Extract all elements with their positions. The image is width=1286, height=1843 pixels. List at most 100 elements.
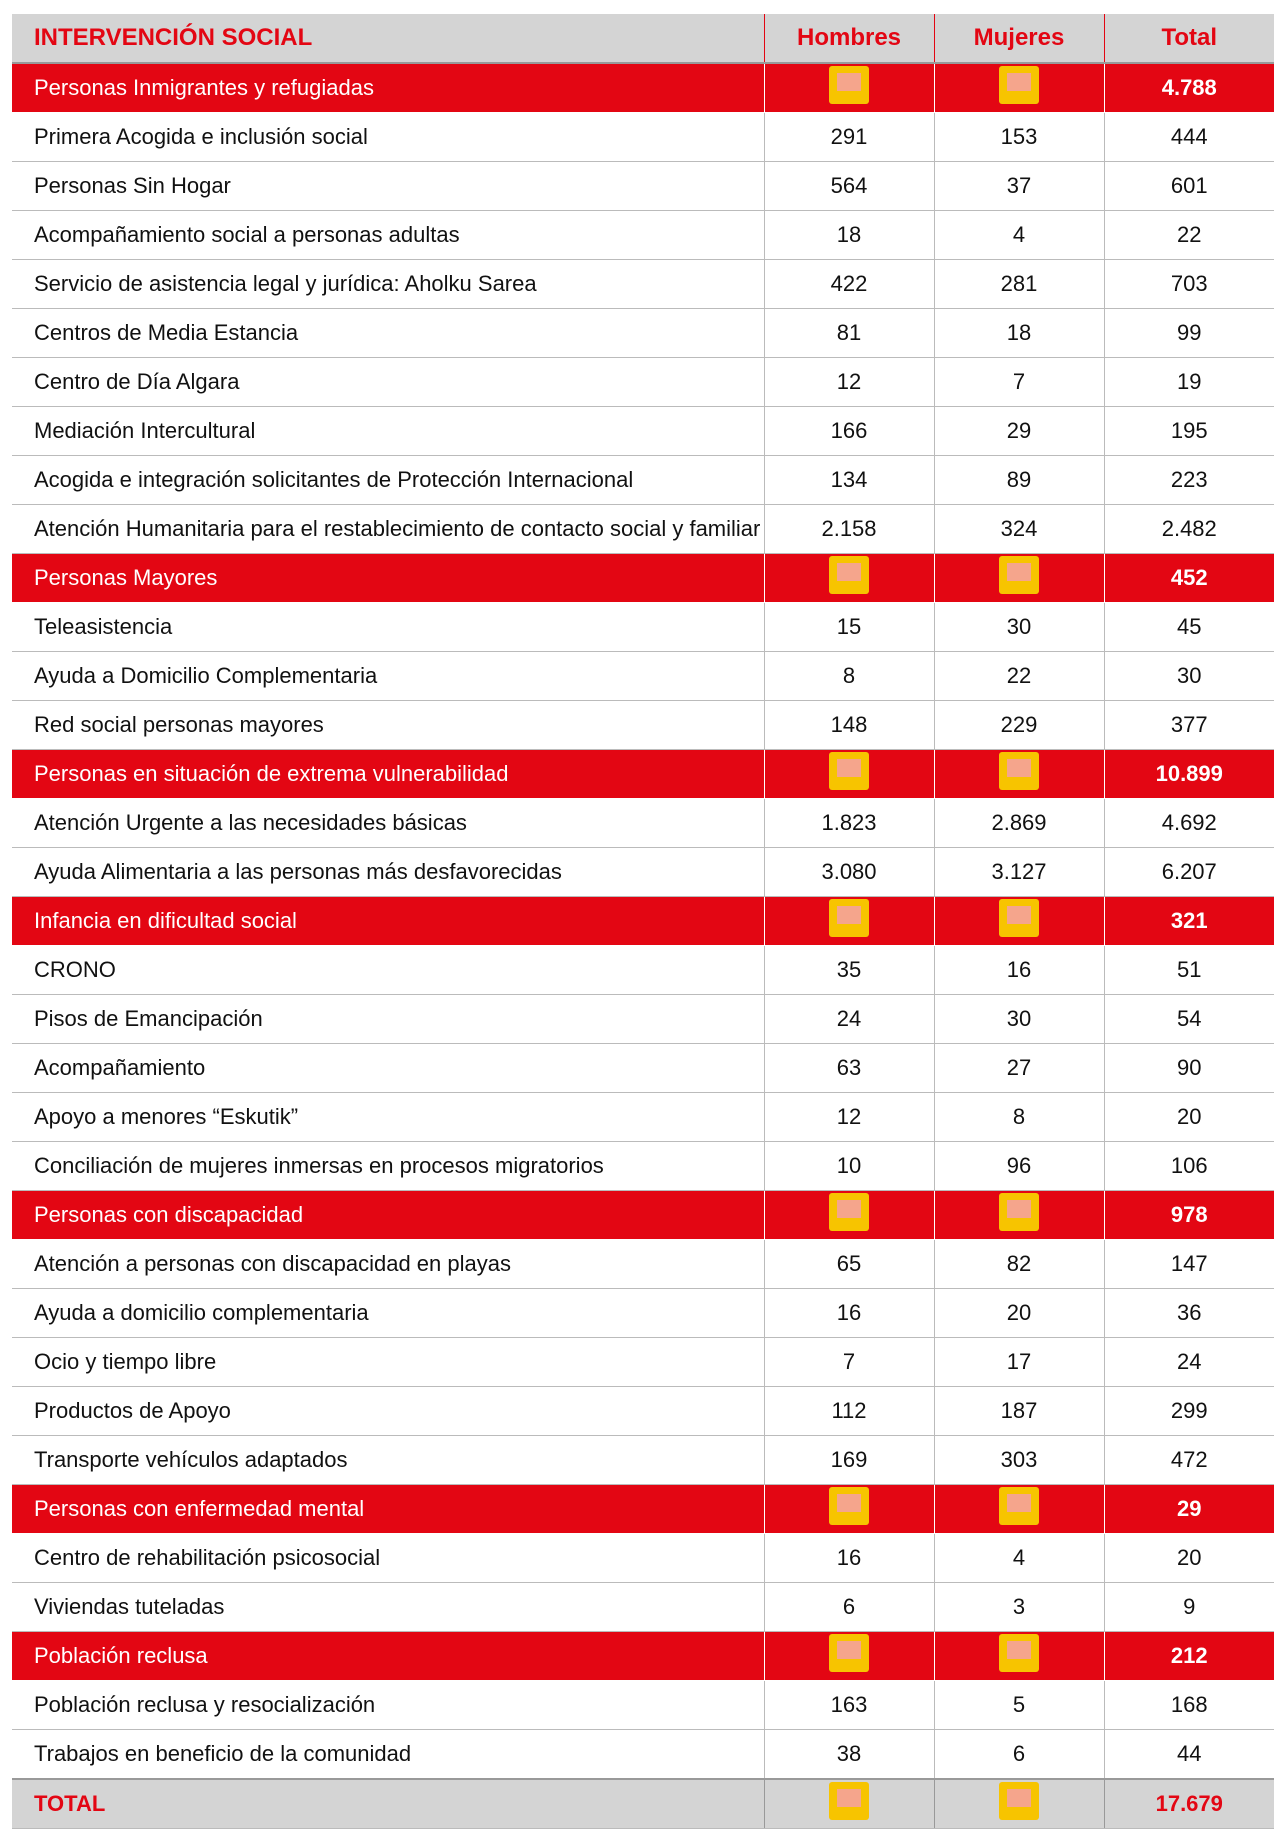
comment-icon[interactable] [999, 1634, 1039, 1672]
empty-cell [763, 896, 934, 946]
section-total: 321 [1103, 896, 1274, 946]
comment-icon[interactable] [829, 66, 869, 104]
data-row: Ayuda a domicilio complementaria 16 20 36 [12, 1288, 1274, 1338]
comment-icon[interactable] [829, 556, 869, 594]
data-row: Personas Sin Hogar 564 37 601 [12, 161, 1274, 211]
value-cell: 106 [1103, 1141, 1274, 1191]
data-row: Apoyo a menores “Eskutik” 12 8 20 [12, 1092, 1274, 1142]
comment-icon[interactable] [999, 66, 1039, 104]
comment-icon[interactable] [999, 752, 1039, 790]
value-cell: 63 [763, 1043, 934, 1093]
value-cell: 90 [1103, 1043, 1274, 1093]
value-cell: 22 [1103, 210, 1274, 260]
section-name: Población reclusa [12, 1631, 764, 1681]
data-row: Centro de Día Algara 12 7 19 [12, 357, 1274, 407]
empty-cell [763, 553, 934, 603]
value-cell: 8 [763, 651, 934, 701]
row-label: Ocio y tiempo libre [12, 1337, 764, 1387]
empty-cell [763, 63, 934, 113]
value-cell: 2.158 [763, 504, 934, 554]
value-cell: 27 [933, 1043, 1104, 1093]
data-row: Productos de Apoyo 112 187 299 [12, 1386, 1274, 1436]
comment-icon[interactable] [999, 556, 1039, 594]
value-cell: 163 [763, 1680, 934, 1730]
value-cell: 37 [933, 161, 1104, 211]
data-row: Ayuda Alimentaria a las personas más des… [12, 847, 1274, 897]
value-cell: 195 [1103, 406, 1274, 456]
column-header: Hombres [763, 14, 934, 64]
row-label: Trabajos en beneficio de la comunidad [12, 1729, 764, 1780]
header-row: INTERVENCIÓN SOCIAL Hombres Mujeres Total [12, 14, 1274, 64]
comment-icon[interactable] [829, 1782, 869, 1820]
data-row: Acogida e integración solicitantes de Pr… [12, 455, 1274, 505]
row-label: Ayuda Alimentaria a las personas más des… [12, 847, 764, 897]
empty-cell [933, 63, 1104, 113]
empty-cell [933, 1190, 1104, 1240]
comment-icon[interactable] [999, 1782, 1039, 1820]
value-cell: 8 [933, 1092, 1104, 1142]
value-cell: 20 [1103, 1533, 1274, 1583]
comment-icon[interactable] [999, 1487, 1039, 1525]
row-label: Apoyo a menores “Eskutik” [12, 1092, 764, 1142]
section-name: Personas con discapacidad [12, 1190, 764, 1240]
value-cell: 148 [763, 700, 934, 750]
value-cell: 16 [763, 1533, 934, 1583]
value-cell: 422 [763, 259, 934, 309]
value-cell: 65 [763, 1239, 934, 1289]
value-cell: 3 [933, 1582, 1104, 1632]
value-cell: 153 [933, 112, 1104, 162]
value-cell: 12 [763, 357, 934, 407]
total-value: 17.679 [1103, 1778, 1274, 1829]
value-cell: 16 [933, 945, 1104, 995]
value-cell: 4 [933, 1533, 1104, 1583]
data-row: Acompañamiento social a personas adultas… [12, 210, 1274, 260]
table-body: INTERVENCIÓN SOCIAL Hombres Mujeres Total Pe… [12, 14, 1274, 1829]
comment-icon[interactable] [829, 1193, 869, 1231]
section-total: 4.788 [1103, 63, 1274, 113]
total-label: TOTAL [12, 1778, 764, 1829]
value-cell: 18 [933, 308, 1104, 358]
comment-icon[interactable] [829, 899, 869, 937]
value-cell: 112 [763, 1386, 934, 1436]
value-cell: 168 [1103, 1680, 1274, 1730]
data-row: Atención Urgente a las necesidades básic… [12, 798, 1274, 848]
data-row: Centro de rehabilitación psicosocial 16 4 2… [12, 1533, 1274, 1583]
empty-cell [933, 1631, 1104, 1681]
data-row: Teleasistencia 15 30 45 [12, 602, 1274, 652]
comment-icon[interactable] [829, 1487, 869, 1525]
data-row: Ayuda a Domicilio Complementaria 8 22 30 [12, 651, 1274, 701]
value-cell: 291 [763, 112, 934, 162]
section-row: Personas con discapacidad 978 [12, 1190, 1274, 1240]
row-label: Centros de Media Estancia [12, 308, 764, 358]
value-cell: 2.869 [933, 798, 1104, 848]
comment-icon[interactable] [999, 1193, 1039, 1231]
value-cell: 12 [763, 1092, 934, 1142]
data-row: Acompañamiento 63 27 90 [12, 1043, 1274, 1093]
data-row: CRONO 35 16 51 [12, 945, 1274, 995]
value-cell: 19 [1103, 357, 1274, 407]
row-label: Servicio de asistencia legal y jurídica:… [12, 259, 764, 309]
row-label: Acompañamiento [12, 1043, 764, 1093]
data-row: Servicio de asistencia legal y jurídica:… [12, 259, 1274, 309]
value-cell: 6.207 [1103, 847, 1274, 897]
data-row: Centros de Media Estancia 81 18 99 [12, 308, 1274, 358]
row-label: Atención Humanitaria para el restablecim… [12, 504, 764, 554]
section-total: 10.899 [1103, 749, 1274, 799]
value-cell: 187 [933, 1386, 1104, 1436]
value-cell: 6 [933, 1729, 1104, 1780]
value-cell: 15 [763, 602, 934, 652]
value-cell: 24 [763, 994, 934, 1044]
value-cell: 99 [1103, 308, 1274, 358]
comment-icon[interactable] [829, 752, 869, 790]
value-cell: 17 [933, 1337, 1104, 1387]
value-cell: 30 [933, 602, 1104, 652]
value-cell: 10 [763, 1141, 934, 1191]
column-header: Total [1103, 14, 1274, 64]
empty-cell [933, 1484, 1104, 1534]
section-total: 29 [1103, 1484, 1274, 1534]
comment-icon[interactable] [999, 899, 1039, 937]
data-row: Red social personas mayores 148 229 377 [12, 700, 1274, 750]
value-cell: 45 [1103, 602, 1274, 652]
comment-icon[interactable] [829, 1634, 869, 1672]
